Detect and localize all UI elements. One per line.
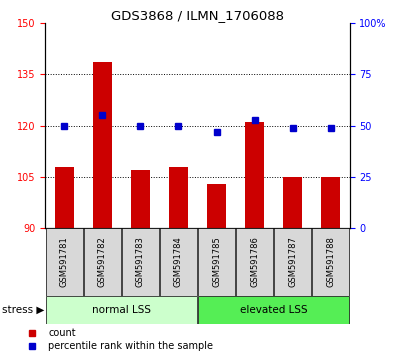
Bar	[122, 228, 159, 296]
Bar	[283, 177, 302, 228]
Text: GSM591784: GSM591784	[174, 236, 183, 287]
Text: GSM591785: GSM591785	[212, 236, 221, 287]
Bar	[45, 228, 83, 296]
Text: stress ▶: stress ▶	[2, 305, 44, 315]
Text: percentile rank within the sample: percentile rank within the sample	[48, 341, 213, 352]
Bar	[169, 167, 188, 228]
Text: GSM591782: GSM591782	[98, 236, 107, 287]
Text: GSM591786: GSM591786	[250, 236, 259, 287]
Text: GSM591781: GSM591781	[60, 236, 69, 287]
Bar	[321, 177, 340, 228]
Bar	[160, 228, 198, 296]
Text: GSM591788: GSM591788	[326, 236, 335, 287]
Bar	[236, 228, 273, 296]
Text: elevated LSS: elevated LSS	[240, 305, 307, 315]
Bar	[84, 228, 121, 296]
Text: normal LSS: normal LSS	[92, 305, 151, 315]
Bar	[312, 228, 350, 296]
Text: GSM591783: GSM591783	[136, 236, 145, 287]
Title: GDS3868 / ILMN_1706088: GDS3868 / ILMN_1706088	[111, 9, 284, 22]
Bar	[245, 122, 264, 228]
Bar	[198, 228, 235, 296]
Bar	[45, 296, 198, 324]
Bar	[198, 296, 350, 324]
Bar	[274, 228, 311, 296]
Text: GSM591787: GSM591787	[288, 236, 297, 287]
Bar	[207, 184, 226, 228]
Bar	[55, 167, 74, 228]
Text: count: count	[48, 328, 76, 338]
Bar	[131, 170, 150, 228]
Bar	[93, 62, 112, 228]
